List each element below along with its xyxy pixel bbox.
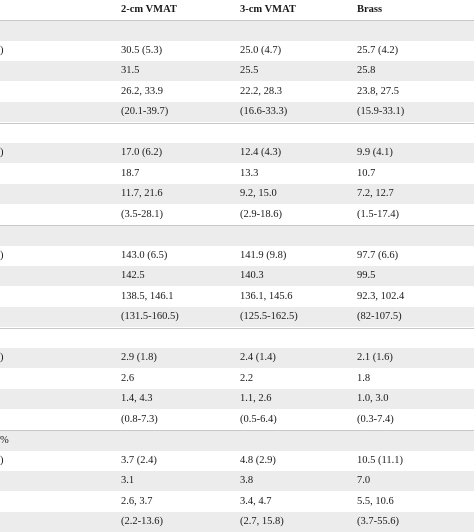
table-row: 1.4, 4.3 1.1, 2.6 1.0, 3.0	[0, 389, 474, 409]
table-cell: 13.3	[240, 167, 259, 179]
table-cell: 97.7 (6.6)	[357, 249, 399, 261]
table-cell: 142.5	[121, 270, 145, 281]
table-row: (0.8-7.3) (0.5-6.4) (0.3-7.4)	[0, 410, 474, 430]
column-header-brass: Brass	[357, 4, 383, 15]
table-row: 2.6 2.2 1.8	[0, 369, 474, 389]
table-cell: (131.5-160.5)	[121, 311, 179, 322]
table-cell: 23.8, 27.5	[357, 85, 399, 97]
table-cell: (1.5-17.4)	[357, 208, 399, 220]
table-row: (2.2-13.6) (2.7, 15.8) (3.7-55.6)	[0, 512, 474, 532]
table-cell: 18.7	[121, 167, 140, 179]
table-cell: 1.8	[357, 372, 371, 384]
table-cell: (3.7-55.6)	[357, 516, 399, 527]
table-cell: 25.7 (4.2)	[357, 44, 399, 56]
table-cell: (20.1-39.7)	[121, 106, 169, 117]
row-label-cell: )	[0, 147, 4, 158]
row-label-cell: )	[0, 44, 4, 56]
table-row: 2.6, 3.7 3.4, 4.7 5.5, 10.6	[0, 492, 474, 512]
table-row: ) 143.0 (6.5) 141.9 (9.8) 97.7 (6.6)	[0, 246, 474, 266]
table-row: ) 3.7 (2.4) 4.8 (2.9) 10.5 (11.1)	[0, 451, 474, 471]
table-cell: (2.7, 15.8)	[240, 516, 284, 527]
row-label-cell: )	[0, 454, 4, 466]
section-row	[0, 122, 474, 144]
table-cell: 138.5, 146.1	[121, 290, 174, 302]
table-cell: (82-107.5)	[357, 311, 402, 322]
table-cell: 1.4, 4.3	[121, 393, 153, 404]
table-cell: 5.5, 10.6	[357, 495, 394, 507]
table-cell: 9.2, 15.0	[240, 188, 277, 199]
table-cell: 25.5	[240, 65, 259, 76]
table-cell: 2.6, 3.7	[121, 495, 153, 507]
table-row: 26.2, 33.9 22.2, 28.3 23.8, 27.5	[0, 82, 474, 102]
table-cell: 7.2, 12.7	[357, 188, 394, 199]
table-row: (3.5-28.1) (2.9-18.6) (1.5-17.4)	[0, 205, 474, 225]
table-cell: 22.2, 28.3	[240, 85, 282, 97]
table-cell: 30.5 (5.3)	[121, 44, 163, 56]
table-cell: 3.1	[121, 475, 135, 486]
table-row: 142.5 140.3 99.5	[0, 266, 474, 286]
table-row: 18.7 13.3 10.7	[0, 164, 474, 184]
table-cell: 25.8	[357, 65, 376, 76]
table-cell: 1.1, 2.6	[240, 393, 272, 404]
table-row: (20.1-39.7) (16.6-33.3) (15.9-33.1)	[0, 102, 474, 122]
table-row: 31.5 25.5 25.8	[0, 61, 474, 81]
row-label-cell: %	[0, 435, 9, 446]
table-cell: 2.1 (1.6)	[357, 352, 393, 363]
section-row: %	[0, 430, 474, 451]
table-cell: 99.5	[357, 270, 376, 281]
table-cell: 92.3, 102.4	[357, 290, 405, 302]
table-cell: (15.9-33.1)	[357, 106, 405, 117]
table-cell: 26.2, 33.9	[121, 85, 163, 97]
table-cell: 141.9 (9.8)	[240, 249, 287, 261]
table-cell: 12.4 (4.3)	[240, 147, 282, 158]
table-cell: (0.8-7.3)	[121, 413, 158, 425]
table-cell: (3.5-28.1)	[121, 208, 163, 220]
table-cell: 2.4 (1.4)	[240, 352, 276, 363]
table-cell: (2.2-13.6)	[121, 516, 163, 527]
row-label-cell: )	[0, 249, 4, 261]
table-cell: 10.7	[357, 167, 376, 179]
table-cell: 9.9 (4.1)	[357, 147, 393, 158]
table-cell: (125.5-162.5)	[240, 311, 298, 322]
table-cell: 3.7 (2.4)	[121, 454, 157, 466]
table-cell: 25.0 (4.7)	[240, 44, 282, 56]
table-cell: 2.6	[121, 372, 135, 384]
table-row: (131.5-160.5) (125.5-162.5) (82-107.5)	[0, 307, 474, 327]
table-row: ) 2.9 (1.8) 2.4 (1.4) 2.1 (1.6)	[0, 348, 474, 368]
section-row	[0, 225, 474, 246]
table-cell: (16.6-33.3)	[240, 106, 288, 117]
table-cell: (0.5-6.4)	[240, 413, 277, 425]
table-row: 11.7, 21.6 9.2, 15.0 7.2, 12.7	[0, 184, 474, 204]
table-cell: 10.5 (11.1)	[357, 454, 403, 466]
section-row	[0, 327, 474, 349]
table-cell: 3.4, 4.7	[240, 495, 272, 507]
table-cell: 136.1, 145.6	[240, 290, 293, 302]
table-cell: (0.3-7.4)	[357, 413, 394, 425]
table-cell: (2.9-18.6)	[240, 208, 282, 220]
table-cell: 31.5	[121, 65, 140, 76]
table-row: 138.5, 146.1 136.1, 145.6 92.3, 102.4	[0, 287, 474, 307]
table-cell: 2.9 (1.8)	[121, 352, 157, 363]
table-cell: 143.0 (6.5)	[121, 249, 168, 261]
table-header-row: 2-cm VMAT 3-cm VMAT Brass	[0, 0, 474, 20]
table-cell: 11.7, 21.6	[121, 188, 163, 199]
row-label-cell: )	[0, 352, 4, 363]
column-header-2cm-vmat: 2-cm VMAT	[121, 4, 177, 15]
table-row: ) 30.5 (5.3) 25.0 (4.7) 25.7 (4.2)	[0, 41, 474, 61]
table-cell: 7.0	[357, 475, 371, 486]
table-cell: 1.0, 3.0	[357, 393, 389, 404]
table-cell: 3.8	[240, 475, 254, 486]
table-cell: 140.3	[240, 270, 264, 281]
table-cell: 4.8 (2.9)	[240, 454, 276, 466]
table-cell: 17.0 (6.2)	[121, 147, 163, 158]
section-row	[0, 20, 474, 41]
table-cell: 2.2	[240, 372, 254, 384]
table-row: 3.1 3.8 7.0	[0, 471, 474, 491]
column-header-3cm-vmat: 3-cm VMAT	[240, 4, 296, 15]
table-row: ) 17.0 (6.2) 12.4 (4.3) 9.9 (4.1)	[0, 143, 474, 163]
